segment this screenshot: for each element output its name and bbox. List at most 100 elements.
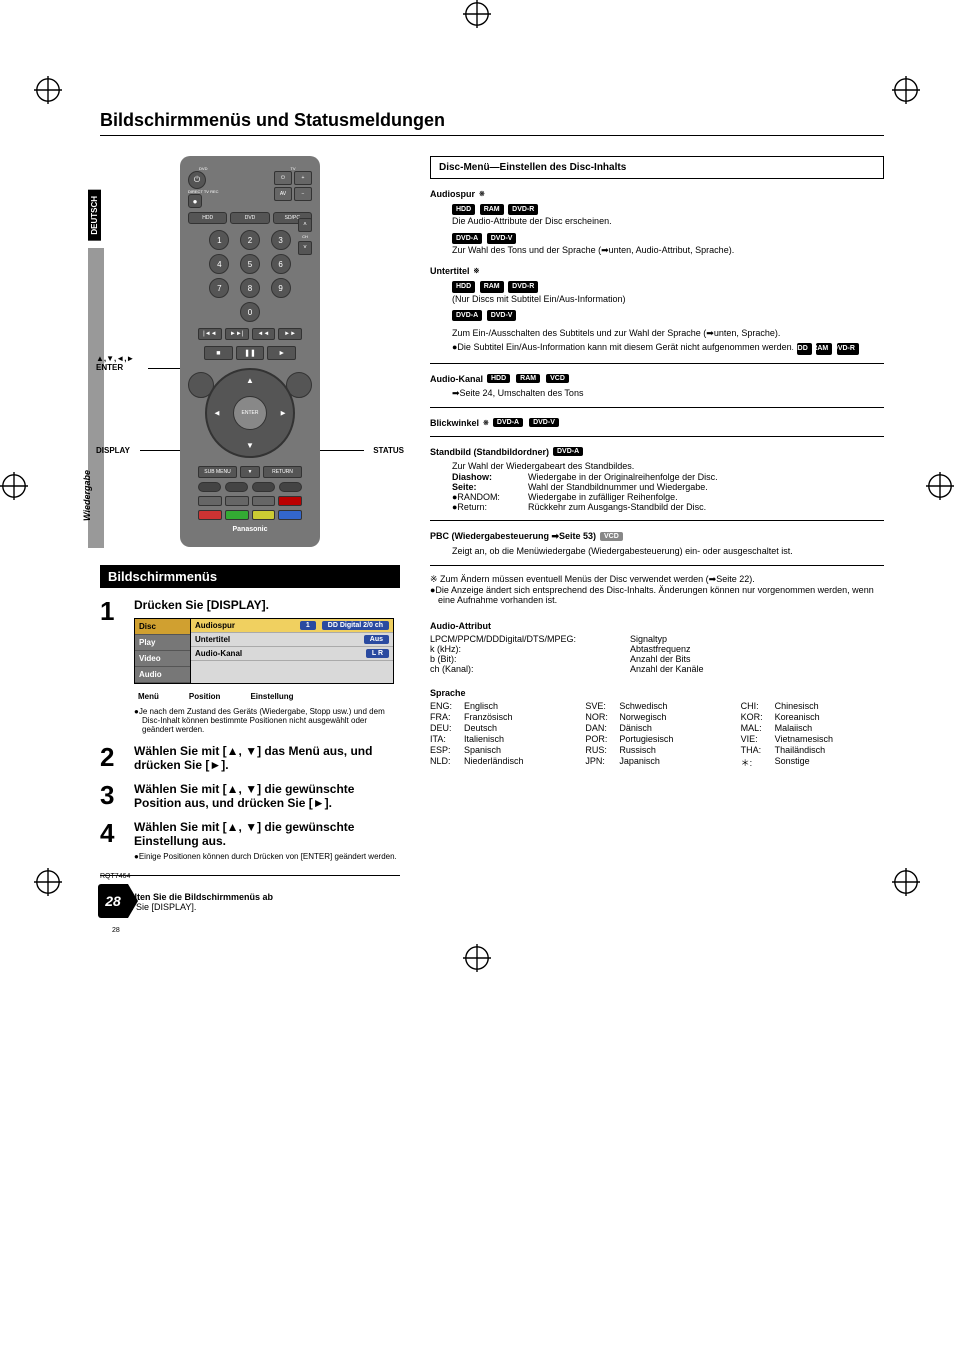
subhead-blickwinkel: Blickwinkel※ DVD-A DVD-V xyxy=(430,418,884,428)
attr-val: Anzahl der Bits xyxy=(630,654,691,664)
def-key: ●RANDOM: xyxy=(452,492,522,502)
osd-caption: Einstellung xyxy=(250,692,293,701)
osd-caption: Position xyxy=(189,692,221,701)
erase-btn xyxy=(225,496,249,506)
brand-label: Panasonic xyxy=(188,526,312,533)
osd-value: L R xyxy=(366,649,389,658)
language-code: RUS: xyxy=(585,745,615,755)
step-number: 1 xyxy=(100,598,124,734)
osd-label: Untertitel xyxy=(195,635,358,644)
language-name: Norwegisch xyxy=(619,712,666,722)
attr-key: b (Bit): xyxy=(430,654,630,664)
language-item: DAN: Dänisch xyxy=(585,723,728,733)
callout-line xyxy=(318,450,364,451)
subhead-text: PBC (Wiedergabesteuerung ➡Seite 53) xyxy=(430,531,596,542)
nav-up-icon: ▲ xyxy=(246,376,254,385)
def-val: Wiedergabe in zufälliger Reihenfolge. xyxy=(528,492,678,502)
language-code: NLD: xyxy=(430,756,460,769)
language-code: ENG: xyxy=(430,701,460,711)
tv-vol-down-icon: − xyxy=(294,187,312,201)
return-button: RETURN xyxy=(263,466,302,478)
footnote-line: ●Die Anzeige ändert sich entsprechend de… xyxy=(430,585,884,605)
section-heading: Bildschirmmenüs xyxy=(100,565,400,588)
footnote-marker: ※ xyxy=(479,190,485,198)
step-note: ●Je nach dem Zustand des Geräts (Wiederg… xyxy=(134,707,400,734)
osd-row-audiokanal: Audio-Kanal L R xyxy=(191,647,393,661)
language-name: Schwedisch xyxy=(619,701,667,711)
tv-power-icon: ⏻ xyxy=(274,171,292,185)
rec-button-icon: ● xyxy=(188,194,202,208)
language-code: MAL: xyxy=(741,723,771,733)
language-code: NOR: xyxy=(585,712,615,722)
subhead-audioattr: Audio-Attribut xyxy=(430,621,884,631)
def-key: Seite: xyxy=(452,482,522,492)
keypad-8: 8 xyxy=(240,278,260,298)
keypad-3: 3 xyxy=(271,230,291,250)
language-code: CHI: xyxy=(741,701,771,711)
osd-tab-video: Video xyxy=(135,651,190,667)
callout-arrows-enter: ▲,▼,◄,► ENTER xyxy=(96,354,134,372)
nav-left-icon: ◄ xyxy=(213,409,221,418)
nav-ring: ▲ ▼ ◄ ► ENTER xyxy=(205,368,295,458)
tiny-page-number: 28 xyxy=(112,927,120,934)
rew-icon: ◄◄ xyxy=(252,328,276,340)
rqt-code: RQT7464 xyxy=(100,873,130,880)
off-heading: So schalten Sie die Bildschirmmenüs ab xyxy=(100,892,400,902)
subhead-text: Standbild (Standbildordner) xyxy=(430,447,549,457)
language-item: CHI: Chinesisch xyxy=(741,701,884,711)
osd-value: Aus xyxy=(364,635,389,644)
body-line: Zum Ein-/Ausschalten des Subtitels und z… xyxy=(452,327,884,339)
keypad-2: 2 xyxy=(240,230,260,250)
step-2: 2 Wählen Sie mit [▲, ▼] das Menü aus, un… xyxy=(100,744,400,772)
attr-key: LPCM/PPCM/DDDigital/DTS/MPEG: xyxy=(430,634,630,644)
def-val: Wiedergabe in der Originalreihenfolge de… xyxy=(528,472,718,482)
divider xyxy=(430,565,884,566)
language-name: Thailändisch xyxy=(775,745,826,755)
badge-hdd: HDD xyxy=(487,374,510,383)
language-name: Russisch xyxy=(619,745,656,755)
stop-icon: ■ xyxy=(204,346,233,360)
language-item: NLD:Niederländisch xyxy=(430,756,573,769)
subhead-audiospur: Audiospur※ xyxy=(430,189,884,199)
language-code: DAN: xyxy=(585,723,615,733)
tv-vol-up-icon: + xyxy=(294,171,312,185)
subhead-text: Blickwinkel xyxy=(430,418,479,428)
osd-caption: Menü xyxy=(138,692,159,701)
ch-label: CH xyxy=(302,234,308,239)
osd-label: Audiospur xyxy=(195,621,294,630)
off-body: Drücken Sie [DISPLAY]. xyxy=(100,902,400,912)
divider xyxy=(430,520,884,521)
language-code: KOR: xyxy=(741,712,771,722)
body-line: Die Audio-Attribute der Disc erscheinen. xyxy=(452,215,884,227)
step-text: Drücken Sie [DISPLAY]. xyxy=(134,598,400,612)
language-item: DEU:Deutsch xyxy=(430,723,573,733)
disc-menu-heading: Disc-Menü—Einstellen des Disc-Inhalts xyxy=(430,156,884,179)
badge-dvdr: DVD-R xyxy=(508,281,538,292)
language-name: Italienisch xyxy=(464,734,504,744)
language-item: ＊:Sonstige xyxy=(741,756,884,769)
color-blue xyxy=(278,510,302,520)
language-name: Dänisch xyxy=(619,723,652,733)
step-4: 4 Wählen Sie mit [▲, ▼] die gewünschte E… xyxy=(100,820,400,861)
badge-dvdr: DVD-R xyxy=(837,343,859,354)
label-dvd: DVD xyxy=(188,166,219,171)
badge-dvda: DVD-A xyxy=(452,310,482,321)
step-3: 3 Wählen Sie mit [▲, ▼] die gewünschte P… xyxy=(100,782,400,810)
language-code: THA: xyxy=(741,745,771,755)
tv-av-icon: AV xyxy=(274,187,292,201)
submenu-button: SUB MENU xyxy=(198,466,237,478)
language-grid: ENG:EnglischSVE:SchwedischCHI:Chinesisch… xyxy=(430,701,884,769)
footnote-marker: ※ xyxy=(474,267,480,275)
language-item: KOR:Koreanisch xyxy=(741,712,884,722)
skip-back-icon: |◄◄ xyxy=(198,328,222,340)
language-code: VIE: xyxy=(741,734,771,744)
badge-dvda: DVD-A xyxy=(553,447,583,456)
timeslip-btn xyxy=(279,482,302,492)
def-key: ●Return: xyxy=(452,502,522,512)
body-line: (Nur Discs mit Subtitel Ein/Aus-Informat… xyxy=(452,293,884,305)
page-number: 28 xyxy=(98,884,128,918)
keypad-1: 1 xyxy=(209,230,229,250)
language-name: Chinesisch xyxy=(775,701,819,711)
subhead-standbild: Standbild (Standbildordner) DVD-A xyxy=(430,447,884,457)
skip-fwd-icon: ►►| xyxy=(225,328,249,340)
